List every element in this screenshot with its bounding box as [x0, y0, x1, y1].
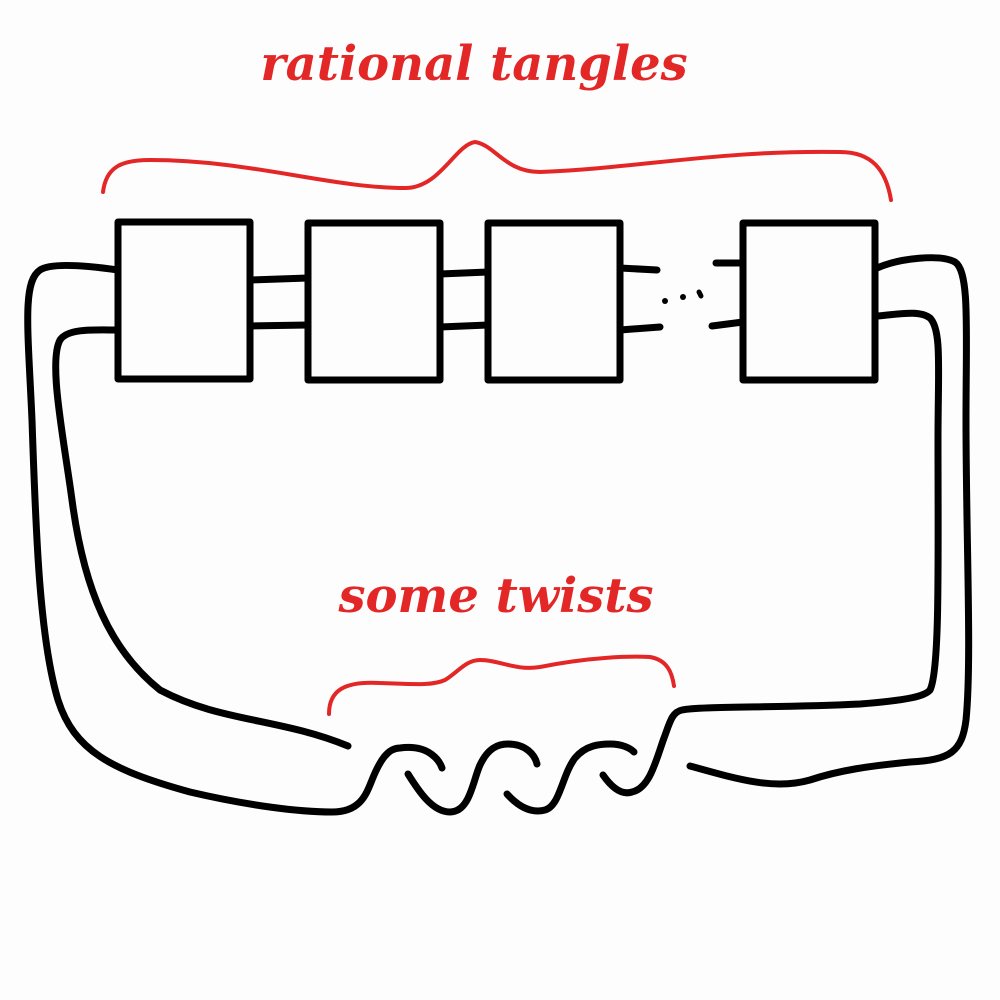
ellipsis-dot: [680, 294, 686, 300]
rational-tangles-label: rational tangles: [260, 36, 688, 92]
rational-tangles-brace: [101, 140, 893, 202]
twist-strand-3: [599, 309, 943, 797]
twist-strand-2: [503, 740, 638, 815]
twist-strand-1: [404, 740, 541, 816]
connector-3-stub-bottom: [616, 323, 664, 334]
tangle-box-1: [114, 218, 254, 383]
connector-2-3-bottom: [436, 321, 492, 331]
inner-left-strand: [52, 326, 352, 750]
ellipsis-dot: [696, 289, 704, 299]
tangle-box-n: [739, 219, 879, 384]
connector-2-3-top: [436, 268, 492, 278]
connector-1-2-top: [246, 274, 312, 284]
tangle-box-3: [484, 219, 624, 384]
ellipsis-dots: [662, 289, 704, 304]
connector-3-stub-top: [616, 264, 661, 274]
ellipsis-dot: [662, 298, 668, 304]
some-twists-label: some twists: [338, 568, 654, 624]
outer-right-strand: [686, 254, 973, 788]
tangle-box-2: [304, 219, 444, 384]
some-twists-brace: [327, 654, 676, 716]
connector-1-2-bottom: [246, 321, 312, 330]
outer-left-strand: [24, 261, 446, 816]
connector-n-stub-bottom: [708, 318, 747, 330]
